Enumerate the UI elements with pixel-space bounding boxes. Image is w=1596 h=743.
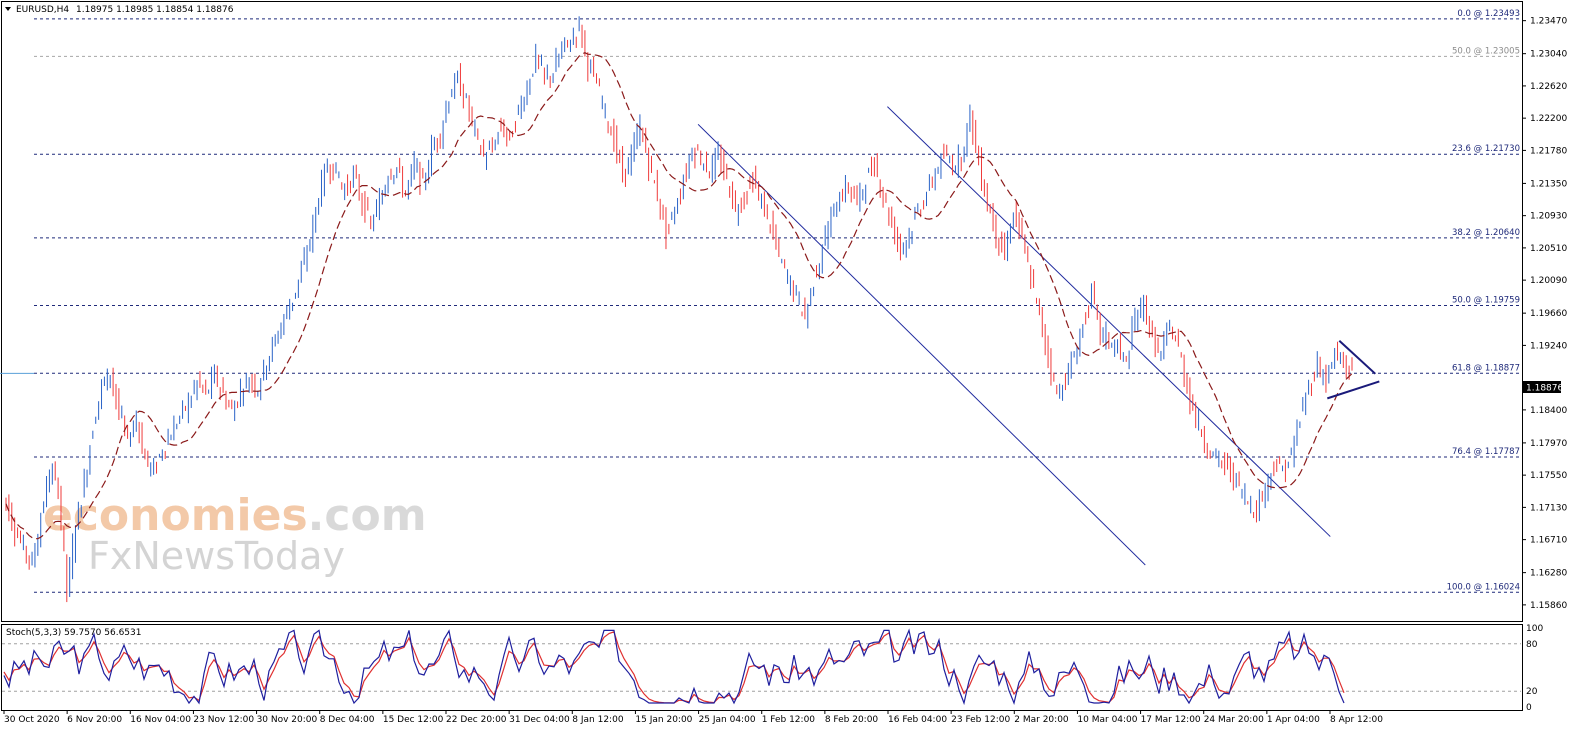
price-tick-label: 1.17130 xyxy=(1530,503,1567,513)
time-tick-label: 17 Mar 12:00 xyxy=(1141,715,1201,725)
price-tick-label: 1.21780 xyxy=(1530,146,1567,156)
price-axis[interactable]: 1.23470 1.23040 1.22620 1.22200 1.21780 1.213… xyxy=(1522,17,1567,611)
fib-level-label: 23.6 @ 1.21730 xyxy=(1452,144,1520,154)
fib-level-label: 100.0 @ 1.16024 xyxy=(1447,582,1520,592)
time-tick-label: 24 Mar 20:00 xyxy=(1204,715,1264,725)
time-tick-label: 2 Mar 20:00 xyxy=(1014,715,1069,725)
price-tick-label: 1.20930 xyxy=(1530,212,1567,222)
main-plot-frame xyxy=(1,1,1523,622)
price-tick-label: 1.16280 xyxy=(1530,569,1567,579)
candlesticks xyxy=(5,16,1353,603)
time-tick-label: 22 Dec 20:00 xyxy=(446,715,507,725)
fib-level-label: 0.0 @ 1.23493 xyxy=(1457,9,1520,19)
time-tick-label: 23 Nov 12:00 xyxy=(193,715,254,725)
last-price-badge: 1.18876 xyxy=(1523,381,1563,394)
price-tick-label: 1.17550 xyxy=(1530,471,1567,481)
stochastic-axis: 100 80 20 0 xyxy=(1526,624,1543,713)
time-tick-label: 31 Dec 04:00 xyxy=(509,715,570,725)
time-tick-label: 8 Apr 12:00 xyxy=(1330,715,1383,725)
channel-upper-line[interactable] xyxy=(887,106,1331,537)
svg-text:1.18876: 1.18876 xyxy=(1526,384,1563,394)
price-tick-label: 1.19240 xyxy=(1530,341,1567,351)
descending-channel[interactable] xyxy=(697,106,1335,566)
fib-level-label: 76.4 @ 1.17787 xyxy=(1452,447,1520,457)
price-tick-label: 1.21350 xyxy=(1530,179,1567,189)
time-tick-label: 16 Nov 04:00 xyxy=(130,715,191,725)
price-tick-label: 1.22620 xyxy=(1530,82,1567,92)
fibonacci-levels: 0.0 @ 1.23493 50.0 @ 1.23005 23.6 @ 1.2173… xyxy=(0,9,1521,593)
price-tick-label: 1.19660 xyxy=(1530,309,1567,319)
time-tick-label: 30 Nov 20:00 xyxy=(257,715,318,725)
time-tick-label: 1 Feb 12:00 xyxy=(762,715,816,725)
price-tick-label: 1.20090 xyxy=(1530,276,1567,286)
stochastic-level-label: 80 xyxy=(1526,640,1538,650)
time-tick-label: 25 Jan 04:00 xyxy=(699,715,756,725)
stochastic-level-label: 0 xyxy=(1526,703,1532,713)
symmetrical-triangle[interactable] xyxy=(1327,340,1380,400)
stochastic-level-label: 20 xyxy=(1526,687,1538,697)
stochastic-main-line xyxy=(3,628,1345,706)
time-tick-label: 16 Feb 04:00 xyxy=(888,715,947,725)
svg-text:economies.com: economies.com xyxy=(43,490,427,541)
fib-level-label: 38.2 @ 1.20640 xyxy=(1452,228,1520,238)
price-tick-label: 1.15860 xyxy=(1530,601,1567,611)
stochastic-label: Stoch(5,3,3) 59.7570 56.6531 xyxy=(6,628,141,638)
ohlc-values: 1.18975 1.18985 1.18854 1.18876 xyxy=(76,5,234,15)
time-tick-label: 8 Jan 12:00 xyxy=(572,715,624,725)
fib-level-label: 61.8 @ 1.18877 xyxy=(1452,363,1520,373)
triangle-upper-line[interactable] xyxy=(1338,340,1376,375)
time-tick-label: 10 Mar 04:00 xyxy=(1077,715,1137,725)
fib-level-label: 50.0 @ 1.19759 xyxy=(1452,296,1520,306)
price-tick-label: 1.23040 xyxy=(1530,50,1567,60)
svg-text:FxNewsToday: FxNewsToday xyxy=(88,534,345,578)
price-tick-label: 1.20510 xyxy=(1530,244,1567,254)
time-tick-label: 6 Nov 20:00 xyxy=(67,715,122,725)
moving-average-line xyxy=(5,52,1353,540)
fib-level-label: 50.0 @ 1.23005 xyxy=(1452,46,1520,56)
collapse-triangle-icon[interactable] xyxy=(5,7,11,11)
time-tick-label: 1 Apr 04:00 xyxy=(1267,715,1320,725)
stochastic-level-label: 100 xyxy=(1526,624,1543,634)
time-tick-label: 23 Feb 12:00 xyxy=(951,715,1010,725)
time-axis[interactable]: 30 Oct 2020 6 Nov 20:00 16 Nov 04:00 23 Nov… xyxy=(3,710,1383,725)
time-tick-label: 8 Feb 20:00 xyxy=(825,715,879,725)
price-tick-label: 1.23470 xyxy=(1530,17,1567,27)
stochastic-indicator xyxy=(2,628,1521,706)
triangle-lower-line[interactable] xyxy=(1327,380,1380,400)
price-tick-label: 1.17970 xyxy=(1530,439,1567,449)
symbol-label: EURUSD,H4 xyxy=(16,5,69,15)
time-tick-label: 8 Dec 04:00 xyxy=(320,715,375,725)
price-tick-label: 1.22200 xyxy=(1530,114,1567,124)
channel-lower-line[interactable] xyxy=(697,123,1146,566)
time-tick-label: 15 Jan 20:00 xyxy=(635,715,692,725)
time-tick-label: 30 Oct 2020 xyxy=(4,715,60,725)
watermark: economies.com FxNewsToday xyxy=(43,490,427,578)
chart-header: EURUSD,H4 1.18975 1.18985 1.18854 1.1887… xyxy=(5,5,234,15)
price-tick-label: 1.18400 xyxy=(1530,406,1567,416)
price-tick-label: 1.16710 xyxy=(1530,536,1567,546)
time-tick-label: 15 Dec 12:00 xyxy=(383,715,444,725)
